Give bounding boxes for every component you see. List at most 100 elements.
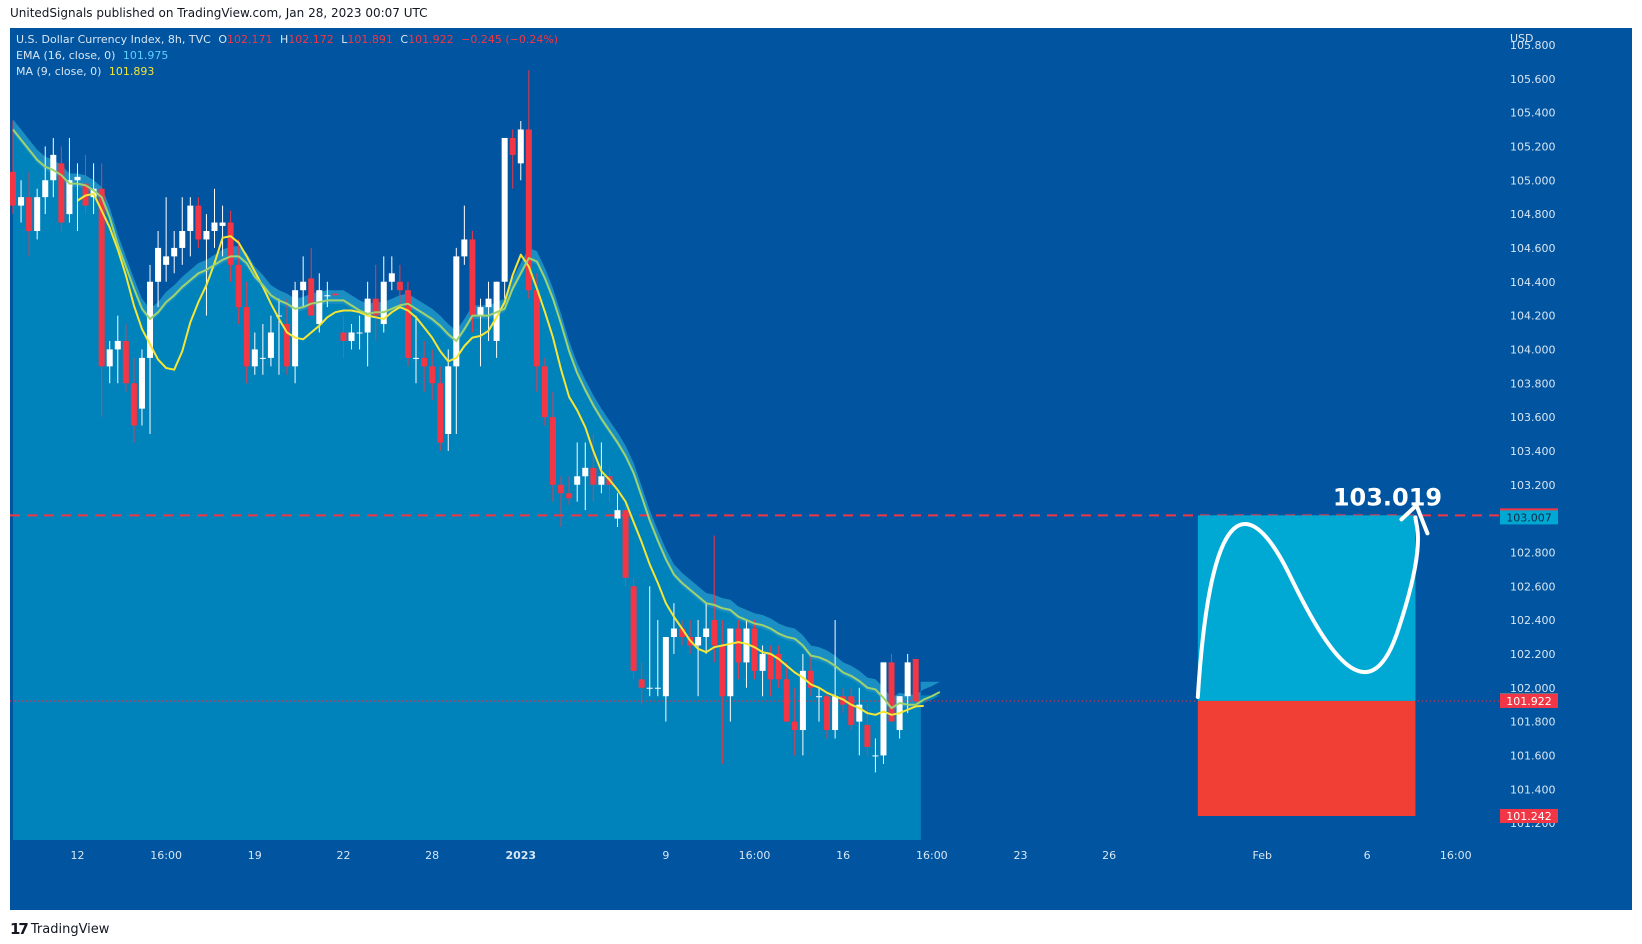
candle-up	[316, 290, 323, 325]
x-tick-label: Feb	[1253, 849, 1272, 862]
legend-l-label: L	[341, 33, 348, 46]
candle-down	[509, 137, 516, 155]
candle-up	[267, 332, 274, 358]
candle-up	[856, 704, 863, 722]
candle-down	[469, 239, 476, 316]
y-tick-label: 101.400	[1510, 783, 1556, 796]
candle-up	[18, 197, 25, 206]
y-tick-label: 102.400	[1510, 614, 1556, 627]
tradingview-logo[interactable]: 17 TradingView	[10, 920, 109, 938]
candle-down	[783, 679, 790, 722]
candle-down	[791, 721, 798, 731]
y-tick-label: 105.000	[1510, 174, 1556, 187]
candle-up	[179, 231, 186, 248]
candle-down	[711, 620, 718, 646]
candle-up	[517, 129, 524, 164]
candle-up	[324, 295, 331, 297]
candle-down	[332, 293, 339, 296]
candle-down	[195, 205, 202, 240]
x-tick-label: 26	[1102, 849, 1116, 862]
candle-down	[243, 307, 250, 367]
candle-down	[58, 163, 65, 223]
y-tick-label: 102.200	[1510, 648, 1556, 661]
candle-up	[251, 349, 258, 367]
candle-up	[348, 332, 355, 341]
candle-up	[106, 349, 113, 367]
y-tick-label: 101.800	[1510, 716, 1556, 729]
candle-down	[751, 628, 758, 671]
y-tick-label: 105.200	[1510, 140, 1556, 153]
candle-down	[558, 484, 565, 494]
candle-down	[396, 281, 403, 291]
legend-ema-label: EMA (16, close, 0)	[16, 49, 116, 62]
candle-down	[227, 222, 234, 265]
candle-up	[703, 628, 710, 637]
candle-down	[533, 290, 540, 367]
candle-up	[171, 247, 178, 257]
candle-up	[727, 628, 734, 697]
legend-low: 101.891	[347, 33, 393, 46]
candle-down	[775, 653, 782, 680]
y-tick-label: 105.800	[1510, 39, 1556, 52]
candle-up	[66, 180, 73, 215]
candle-up	[574, 476, 581, 485]
candlestick-chart[interactable]: 103.019 12 16:00 19 22 28 2023 9 16:00 16 16:00 23 2…	[10, 28, 1632, 910]
candle-up	[759, 653, 766, 671]
candle-up	[163, 256, 170, 265]
candle-up	[485, 298, 492, 308]
x-tick-label: 23	[1014, 849, 1028, 862]
legend-ma-row: MA (9, close, 0) 101.893	[16, 65, 158, 78]
projection-arrow-head	[1399, 503, 1430, 536]
y-tick-label: 102.000	[1510, 682, 1556, 695]
target-annotation: 103.019	[1333, 483, 1442, 511]
legend-c-label: C	[400, 33, 409, 46]
legend-high: 102.172	[288, 33, 334, 46]
candle-down	[678, 628, 685, 637]
legend-ma-value: 101.893	[108, 65, 155, 78]
price-label-box	[1500, 808, 1558, 823]
y-tick-label: 102.800	[1510, 546, 1556, 559]
candle-up	[114, 340, 121, 350]
candle-down	[308, 278, 315, 316]
ema-line	[12, 128, 941, 710]
legend-open: 102.171	[227, 33, 273, 46]
legend-change: −0.245 (−0.24%)	[461, 33, 559, 46]
candle-up	[598, 476, 605, 485]
legend-close: 101.922	[408, 33, 454, 46]
published-line: UnitedSignals published on TradingView.c…	[10, 6, 428, 20]
candle-up	[743, 628, 750, 663]
price-label-text: 103.007	[1506, 511, 1552, 524]
y-tick-label: 104.600	[1510, 242, 1556, 255]
candle-down	[429, 366, 436, 384]
candle-down	[98, 188, 105, 367]
candle-up	[219, 222, 226, 226]
x-tick-label: 16:00	[916, 849, 948, 862]
candle-down	[566, 493, 573, 499]
y-tick-label: 103.600	[1510, 411, 1556, 424]
x-tick-label: 9	[662, 849, 669, 862]
y-tick-label: 103.400	[1510, 445, 1556, 458]
candle-down	[340, 332, 347, 341]
legend-ema-row: EMA (16, close, 0) 101.975	[16, 49, 172, 62]
candle-up	[211, 222, 218, 231]
candle-up	[356, 332, 363, 334]
candle-up	[155, 247, 162, 282]
x-tick-label: 19	[248, 849, 262, 862]
candle-up	[74, 176, 81, 181]
candle-up	[34, 197, 41, 231]
y-tick-label: 101.600	[1510, 749, 1556, 762]
candle-down	[590, 467, 597, 485]
x-tick-label: 16	[836, 849, 850, 862]
candle-up	[413, 357, 419, 359]
candle-up	[445, 366, 452, 434]
candle-up	[799, 670, 806, 731]
chart-frame[interactable]: 103.019 12 16:00 19 22 28 2023 9 16:00 16 16:00 23 2…	[10, 28, 1632, 910]
y-tick-label: 104.000	[1510, 343, 1556, 356]
price-label-text: 101.242	[1506, 810, 1552, 823]
x-tick-label: 28	[425, 849, 439, 862]
candle-down	[622, 510, 629, 578]
price-label-box	[1500, 693, 1558, 708]
candle-down	[437, 383, 444, 443]
x-tick-label: 22	[336, 849, 350, 862]
candle-down	[824, 696, 831, 731]
